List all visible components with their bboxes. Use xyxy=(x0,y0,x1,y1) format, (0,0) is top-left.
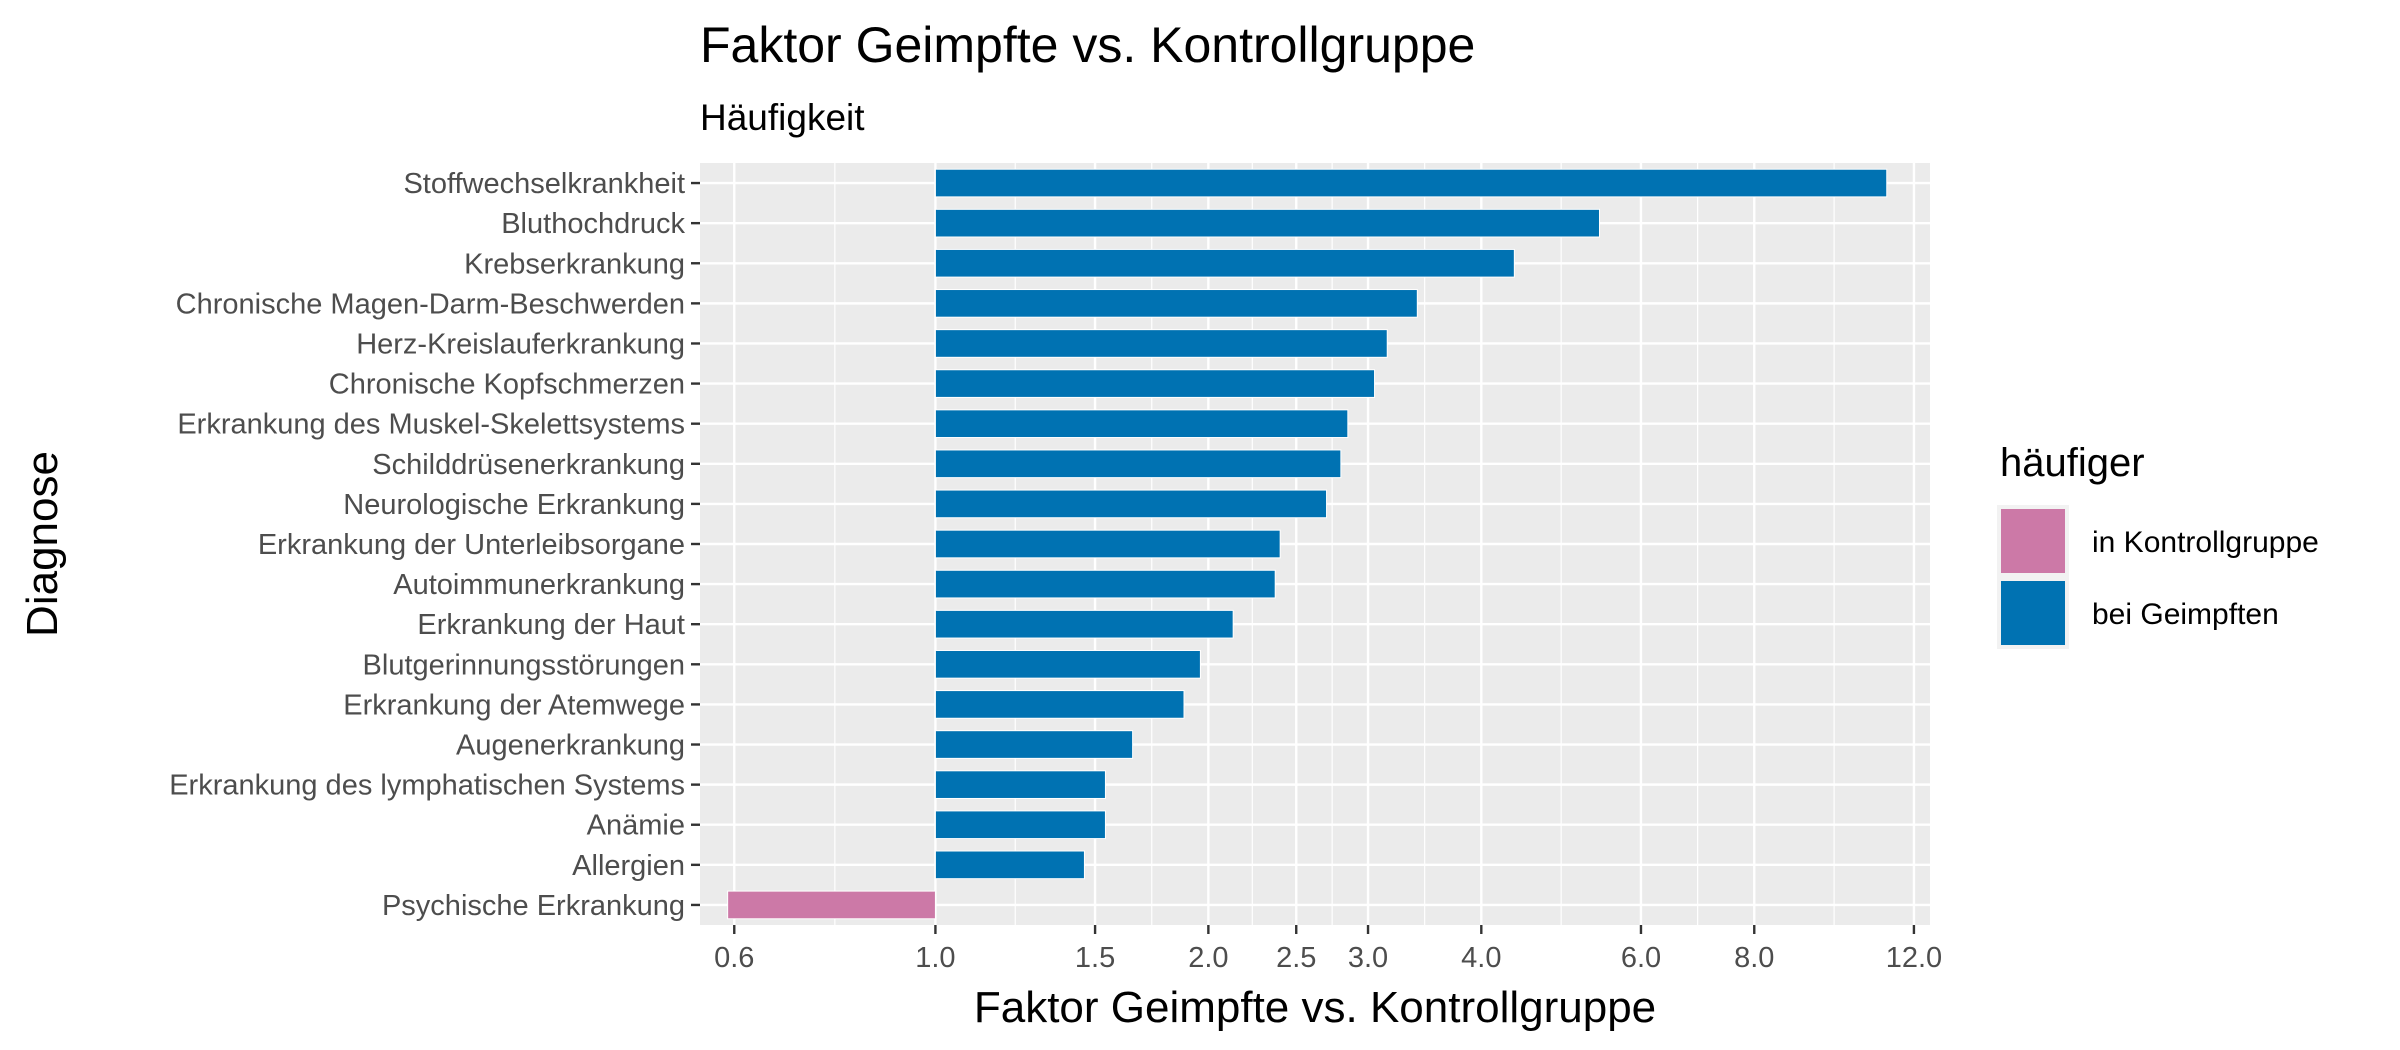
x-tick-label: 3.0 xyxy=(1348,942,1388,974)
bar xyxy=(934,810,1106,840)
bar xyxy=(934,248,1515,278)
y-tick-label: Chronische Magen-Darm-Beschwerden xyxy=(176,288,685,320)
y-tick-label: Neurologische Erkrankung xyxy=(343,489,685,521)
bar xyxy=(934,529,1281,559)
bar xyxy=(934,850,1085,880)
x-tick-label: 1.5 xyxy=(1075,942,1115,974)
y-axis-title: Diagnose xyxy=(18,451,67,637)
y-tick-label: Augenerkrankung xyxy=(456,730,685,762)
legend-label: in Kontrollgruppe xyxy=(2092,526,2319,559)
chart-title: Faktor Geimpfte vs. Kontrollgruppe xyxy=(700,17,1475,73)
legend-swatch xyxy=(2001,509,2065,573)
x-tick-label: 0.6 xyxy=(714,942,754,974)
y-tick-label: Erkrankung der Haut xyxy=(417,609,685,641)
y-tick-label: Chronische Kopfschmerzen xyxy=(329,369,685,401)
legend-swatch xyxy=(2001,581,2065,645)
x-tick-label: 12.0 xyxy=(1886,942,1942,974)
legend-label: bei Geimpften xyxy=(2092,598,2279,631)
chart-subtitle: Häufigkeit xyxy=(700,97,865,138)
bar xyxy=(727,890,936,920)
x-axis: 0.6 1.0 1.5 2.0 2.5 3.0 4.0 6.0 8.0 12.0 xyxy=(714,925,1942,974)
bar xyxy=(934,208,1600,238)
y-tick-label: Schilddrüsenerkrankung xyxy=(372,449,685,481)
y-tick-label: Erkrankung des Muskel-Skelettsystems xyxy=(177,409,685,441)
y-tick-label: Blutgerinnungsstörungen xyxy=(363,649,685,681)
x-tick-label: 2.0 xyxy=(1188,942,1228,974)
x-tick-label: 4.0 xyxy=(1461,942,1501,974)
bar xyxy=(934,409,1349,439)
y-tick-label: Erkrankung der Unterleibsorgane xyxy=(258,529,685,561)
bar xyxy=(934,770,1106,799)
y-tick-label: Stoffwechselkrankheit xyxy=(403,168,685,200)
bar xyxy=(934,289,1418,318)
bar xyxy=(934,168,1888,198)
bar xyxy=(934,690,1185,719)
bar xyxy=(934,609,1234,639)
bar xyxy=(934,449,1342,479)
bar xyxy=(934,489,1328,519)
bars xyxy=(727,168,1888,920)
x-tick-label: 1.0 xyxy=(915,942,955,974)
legend-title: häufiger xyxy=(2000,441,2145,485)
bar xyxy=(934,649,1201,679)
y-tick-label: Erkrankung des lymphatischen Systems xyxy=(169,770,685,802)
y-tick-label: Krebserkrankung xyxy=(464,248,685,280)
bar xyxy=(934,569,1276,599)
bar xyxy=(934,329,1388,358)
x-axis-title: Faktor Geimpfte vs. Kontrollgruppe xyxy=(974,983,1656,1032)
y-tick-label: Allergien xyxy=(572,850,685,882)
x-tick-label: 2.5 xyxy=(1276,942,1316,974)
y-tick-label: Bluthochdruck xyxy=(501,208,685,240)
bar xyxy=(934,730,1134,759)
y-tick-label: Anämie xyxy=(587,810,685,842)
y-axis: Stoffwechselkrankheit Bluthochdruck Krebse… xyxy=(169,168,700,922)
x-tick-label: 6.0 xyxy=(1621,942,1661,974)
bar xyxy=(934,369,1376,398)
y-tick-label: Erkrankung der Atemwege xyxy=(343,689,685,721)
y-tick-label: Autoimmunerkrankung xyxy=(393,569,685,601)
y-tick-label: Psychische Erkrankung xyxy=(382,890,685,922)
y-tick-label: Herz-Kreislauferkrankung xyxy=(356,328,685,360)
x-tick-label: 8.0 xyxy=(1734,942,1774,974)
legend: häufiger in Kontrollgruppe bei Geimpften xyxy=(1997,441,2319,649)
